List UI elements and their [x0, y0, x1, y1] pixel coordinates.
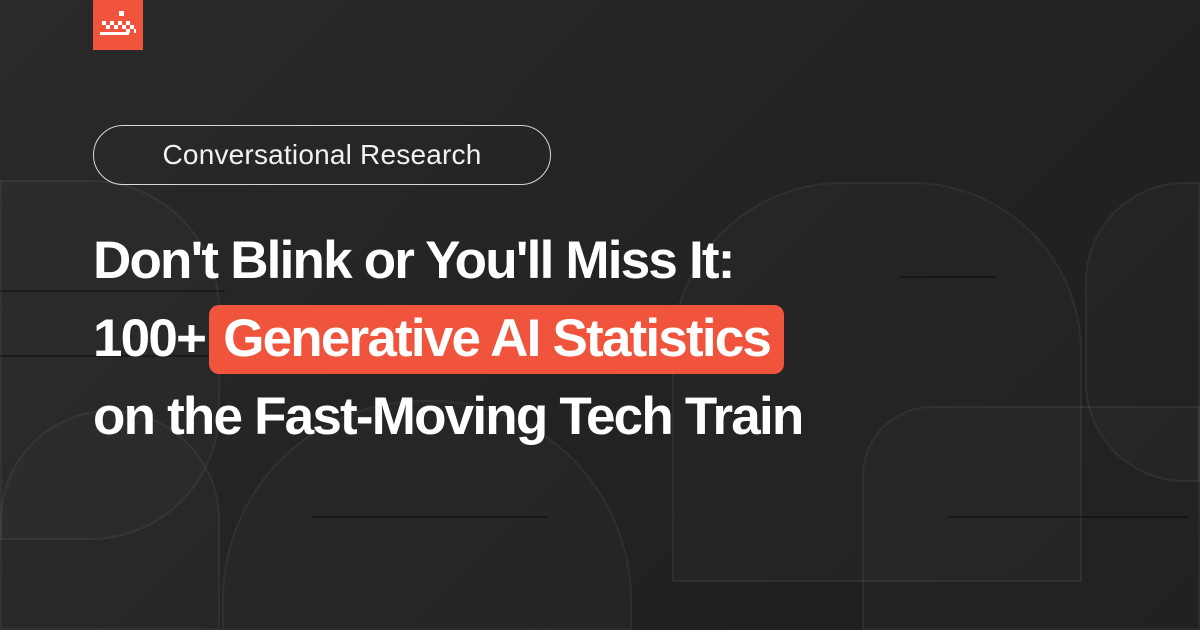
category-label: Conversational Research: [162, 139, 482, 170]
bg-line: [0, 290, 225, 292]
title-highlight: Generative AI Statistics: [209, 305, 785, 374]
title-prefix: 100+: [93, 309, 207, 368]
category-tag[interactable]: Conversational Research: [93, 125, 551, 185]
bg-shape: [862, 406, 1200, 630]
pixel-crown-logo-icon: [100, 11, 136, 35]
title-line-2: 100+ Generative AI Statistics: [93, 300, 1093, 378]
title-line-1: Don't Blink or You'll Miss It:: [93, 231, 735, 290]
title-line-3: on the Fast-Moving Tech Train: [93, 387, 804, 446]
bg-line: [900, 276, 995, 278]
bg-line: [312, 516, 547, 518]
bg-line: [948, 516, 1188, 518]
brand-logo[interactable]: [93, 0, 143, 50]
page-title: Don't Blink or You'll Miss It: 100+ Gener…: [93, 222, 1093, 456]
bg-line: [0, 355, 225, 357]
bg-shape: [0, 410, 220, 630]
